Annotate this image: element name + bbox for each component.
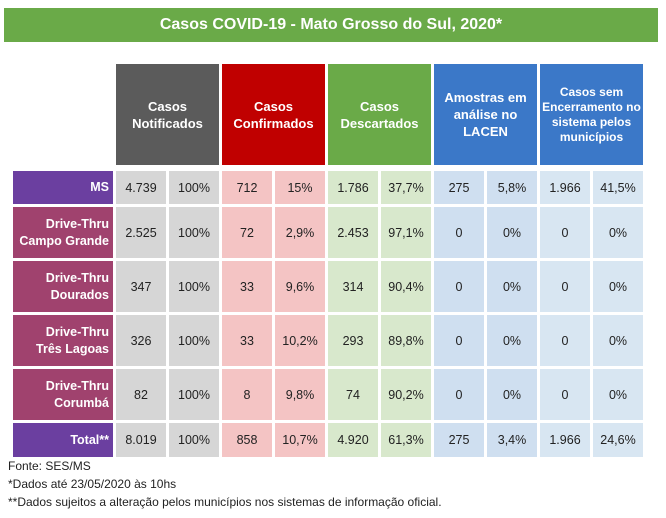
table-cell: 0 [434, 207, 484, 261]
table-cell: 0% [487, 315, 537, 369]
header-sem-encerramento: Casos sem Encerramento no sistema pelos … [540, 64, 643, 165]
table-cell: 1.786 [328, 171, 378, 207]
table-row: Total** 8.019 100% 858 10,7% 4.920 61,3% 275 3,4… [13, 423, 643, 460]
table-cell: 15% [275, 171, 325, 207]
note-disclaimer: **Dados sujeitos a alteração pelos munic… [8, 495, 442, 509]
table-cell: 293 [328, 315, 378, 369]
table-cell: 90,4% [381, 261, 431, 315]
table-cell: 0 [434, 261, 484, 315]
table-cell: 0 [540, 315, 590, 369]
header-row: Casos Notificados Casos Confirmados Caso… [13, 64, 643, 165]
table-cell: 0 [540, 369, 590, 423]
table-cell: 10,7% [275, 423, 325, 460]
table-cell: 347 [116, 261, 166, 315]
header-notificados: Casos Notificados [116, 64, 219, 165]
table-row: Drive-Thru Campo Grande 2.525 100% 72 2,9% 2.4… [13, 207, 643, 261]
table-cell: 858 [222, 423, 272, 460]
table-cell: 9,8% [275, 369, 325, 423]
table-cell: 37,7% [381, 171, 431, 207]
table-cell: 82 [116, 369, 166, 423]
table-cell: 100% [169, 423, 219, 460]
row-label: Drive-Thru Três Lagoas [13, 315, 113, 369]
table-cell: 9,6% [275, 261, 325, 315]
notes: Fonte: SES/MS *Dados até 23/05/2020 às 1… [8, 457, 442, 511]
table-cell: 97,1% [381, 207, 431, 261]
row-label: Total** [13, 423, 113, 460]
table-cell: 41,5% [593, 171, 643, 207]
table-cell: 2,9% [275, 207, 325, 261]
header-lacen: Amostras em análise no LACEN [434, 64, 537, 165]
table-cell: 326 [116, 315, 166, 369]
row-label: Drive-Thru Campo Grande [13, 207, 113, 261]
table-cell: 5,8% [487, 171, 537, 207]
covid-table: Casos Notificados Casos Confirmados Caso… [10, 64, 646, 460]
table-cell: 72 [222, 207, 272, 261]
table-cell: 33 [222, 261, 272, 315]
table-cell: 314 [328, 261, 378, 315]
table-cell: 0% [593, 261, 643, 315]
table-cell: 8.019 [116, 423, 166, 460]
table-cell: 4.920 [328, 423, 378, 460]
table-cell: 10,2% [275, 315, 325, 369]
table-cell: 74 [328, 369, 378, 423]
row-label: MS [13, 171, 113, 207]
table-row: MS 4.739 100% 712 15% 1.786 37,7% 275 5,8% 1.966 4… [13, 171, 643, 207]
table-cell: 0% [593, 207, 643, 261]
table-cell: 33 [222, 315, 272, 369]
table-cell: 100% [169, 261, 219, 315]
table-cell: 2.453 [328, 207, 378, 261]
note-date: *Dados até 23/05/2020 às 10hs [8, 477, 177, 491]
header-confirmados: Casos Confirmados [222, 64, 325, 165]
table-cell: 100% [169, 207, 219, 261]
table-row: Drive-Thru Dourados 347 100% 33 9,6% 314 90,4% 0… [13, 261, 643, 315]
table-cell: 0 [540, 207, 590, 261]
table-cell: 0 [434, 369, 484, 423]
table-cell: 89,8% [381, 315, 431, 369]
table-cell: 2.525 [116, 207, 166, 261]
table-cell: 712 [222, 171, 272, 207]
table-cell: 24,6% [593, 423, 643, 460]
table-row: Drive-Thru Três Lagoas 326 100% 33 10,2% 293 89… [13, 315, 643, 369]
table-cell: 1.966 [540, 171, 590, 207]
table-title: Casos COVID-19 - Mato Grosso do Sul, 202… [4, 8, 658, 42]
row-label: Drive-Thru Corumbá [13, 369, 113, 423]
table-cell: 0 [434, 315, 484, 369]
table-cell: 0% [593, 315, 643, 369]
table-body: MS 4.739 100% 712 15% 1.786 37,7% 275 5,8% 1.966 4… [13, 171, 643, 460]
table-cell: 3,4% [487, 423, 537, 460]
header-descartados: Casos Descartados [328, 64, 431, 165]
header-corner [13, 64, 113, 165]
table-cell: 1.966 [540, 423, 590, 460]
table-cell: 0% [487, 261, 537, 315]
table-cell: 0 [540, 261, 590, 315]
table-cell: 61,3% [381, 423, 431, 460]
table-cell: 275 [434, 423, 484, 460]
table-cell: 275 [434, 171, 484, 207]
table-cell: 0% [487, 207, 537, 261]
table-cell: 90,2% [381, 369, 431, 423]
row-label: Drive-Thru Dourados [13, 261, 113, 315]
note-source: Fonte: SES/MS [8, 459, 91, 473]
table-cell: 100% [169, 369, 219, 423]
table-cell: 8 [222, 369, 272, 423]
table-cell: 0% [593, 369, 643, 423]
table-cell: 0% [487, 369, 537, 423]
table-cell: 4.739 [116, 171, 166, 207]
table-cell: 100% [169, 171, 219, 207]
table-cell: 100% [169, 315, 219, 369]
table-row: Drive-Thru Corumbá 82 100% 8 9,8% 74 90,2% 0 0% 0 0… [13, 369, 643, 423]
